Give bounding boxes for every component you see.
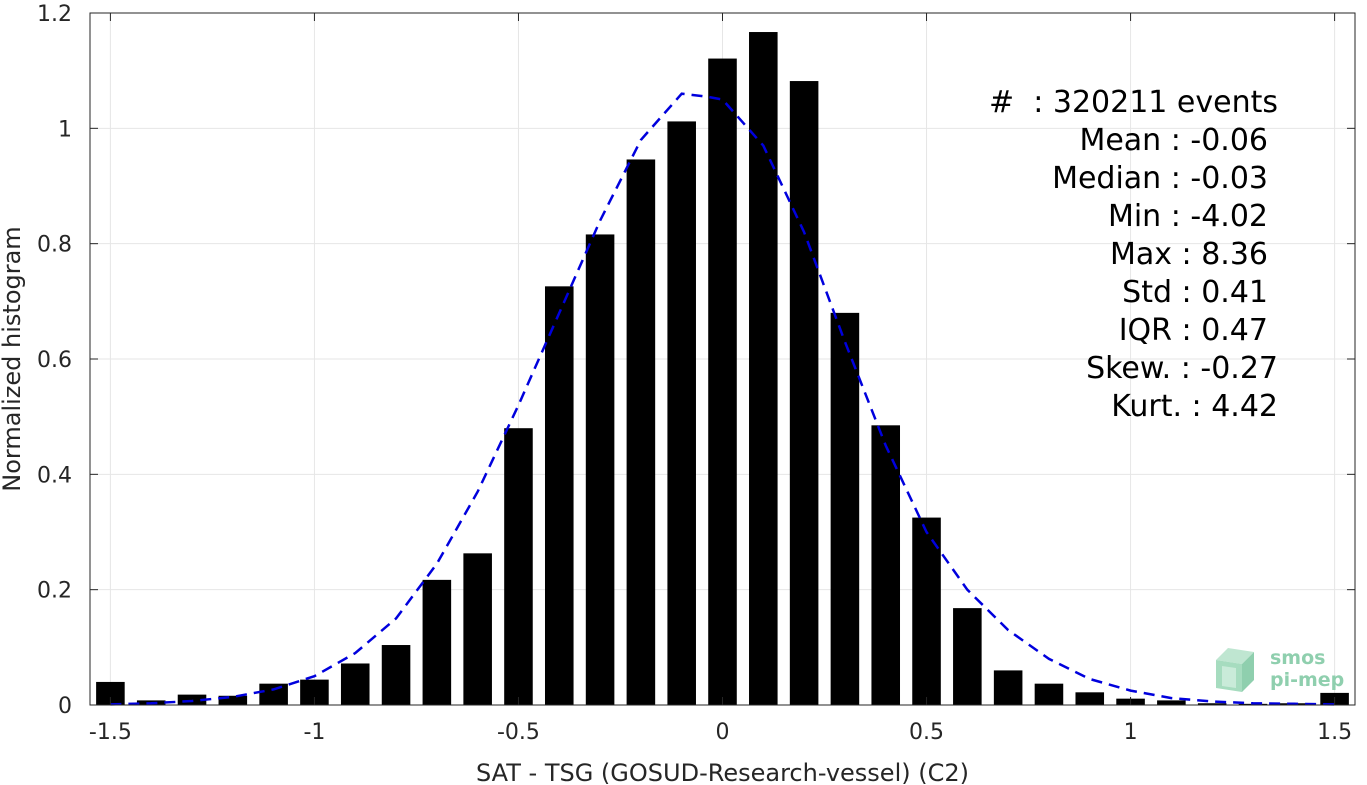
histogram-bar — [1157, 700, 1186, 705]
histogram-bar — [340, 663, 370, 705]
histogram-bar — [1034, 683, 1064, 705]
y-tick-label: 0.6 — [37, 348, 72, 373]
histogram-bar — [422, 579, 452, 705]
histogram-bar — [381, 645, 411, 705]
y-tick-label: 1.2 — [37, 2, 72, 27]
histogram-bar — [953, 608, 982, 705]
histogram-bar — [626, 159, 656, 705]
stat-mean: Mean : -0.06 — [1079, 123, 1268, 158]
x-tick-label: 1 — [1124, 720, 1138, 745]
y-tick-label: 0.4 — [37, 463, 72, 488]
x-tick-label: -0.5 — [497, 720, 540, 745]
histogram-bar — [463, 553, 492, 705]
stat-events: # : 320211 events — [989, 85, 1278, 120]
histogram-bar — [789, 81, 819, 705]
stat-kurt: Kurt. : 4.42 — [1111, 389, 1278, 424]
stat-iqr: IQR : 0.47 — [1118, 313, 1268, 348]
histogram-bar — [667, 121, 696, 705]
histogram-bar — [871, 425, 901, 705]
logo-mark-icon — [1216, 648, 1254, 692]
stat-skew: Skew. : -0.27 — [1086, 351, 1278, 386]
histogram-bar — [544, 286, 574, 705]
y-axis-label: Normalized histogram — [0, 226, 26, 491]
stat-max: Max : 8.36 — [1110, 237, 1268, 272]
y-tick-label: 0.2 — [37, 579, 72, 604]
smos-pi-mep-logo: smos pi-mep — [1214, 644, 1349, 696]
histogram-bar — [96, 681, 125, 705]
histogram-bar — [585, 234, 615, 705]
stat-std: Std : 0.41 — [1122, 275, 1268, 310]
histogram-bar — [912, 517, 941, 705]
stat-median: Median : -0.03 — [1052, 161, 1268, 196]
stat-min: Min : -4.02 — [1107, 199, 1268, 234]
statistics-box: # : 320211 events Mean : -0.06 Median : … — [989, 84, 1278, 426]
histogram-bar — [708, 58, 737, 706]
histogram-bar — [1197, 703, 1227, 705]
histogram-bar — [218, 695, 248, 705]
logo-text-line2: pi-mep — [1270, 669, 1345, 691]
histogram-bar — [1075, 692, 1105, 705]
histogram-bars — [96, 32, 1349, 706]
y-tick-label: 1 — [58, 117, 72, 142]
x-tick-label: 0 — [716, 720, 730, 745]
gaussian-fit-curve — [110, 92, 1335, 706]
y-tick-label: 0 — [58, 694, 72, 719]
x-tick-label: -1 — [303, 720, 325, 745]
y-tick-label: 0.8 — [37, 233, 72, 258]
histogram-bar — [504, 428, 533, 705]
histogram-bar — [259, 683, 288, 705]
logo-text-line1: smos — [1270, 647, 1326, 669]
x-tick-label: 1.5 — [1317, 720, 1352, 745]
histogram-bar — [993, 670, 1023, 705]
x-tick-label: -1.5 — [89, 720, 132, 745]
x-axis-label: SAT - TSG (GOSUD-Research-vessel) (C2) — [476, 759, 969, 785]
histogram-bar — [830, 312, 860, 705]
axis-ticks: -1.5 -1 -0.5 0 0.5 1 1.5 0 0.2 0.4 0.6 0.8 1 1.2 — [37, 2, 1355, 745]
x-tick-label: 0.5 — [909, 720, 944, 745]
